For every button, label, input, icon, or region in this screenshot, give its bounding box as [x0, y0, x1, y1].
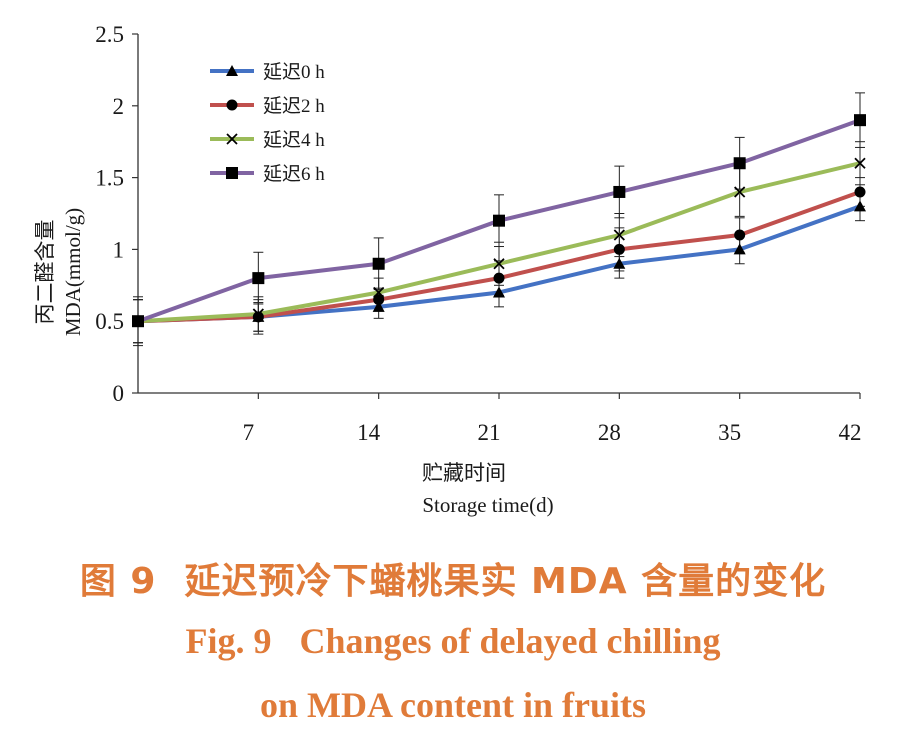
legend-marker-square: [226, 167, 238, 179]
y-axis-label-zh: 丙二醛含量: [33, 220, 57, 325]
caption-zh: 图 9 延迟预冷下蟠桃果实 MDA 含量的变化: [0, 552, 906, 604]
caption-en-label: Fig. 9: [185, 621, 272, 661]
data-point-triangle: [733, 243, 746, 255]
x-marker-stroke: [226, 133, 238, 145]
data-point-triangle: [854, 200, 866, 212]
caption-en-line2: on MDA content in fruits: [0, 684, 906, 726]
y-axis-label-en-group: MDA(mmol/g): [61, 208, 85, 336]
data-point-circle: [493, 272, 505, 284]
caption-en-line1-text: Changes of delayed chilling: [299, 621, 721, 661]
legend-label: 延迟0 h: [263, 61, 325, 83]
data-point-x: [734, 186, 746, 198]
x-tick-label: 28: [598, 420, 621, 445]
data-point-square: [252, 272, 265, 285]
x-marker-stroke: [613, 229, 625, 241]
y-tick-label: 0.5: [95, 309, 124, 334]
y-tick-label: 1.5: [95, 166, 124, 191]
legend-label: 延迟4 h: [263, 129, 325, 151]
legend-label: 延迟2 h: [263, 95, 325, 117]
x-marker-stroke: [493, 258, 505, 270]
data-point-triangle: [493, 286, 505, 298]
legend-marker-x: [226, 133, 238, 145]
x-tick-label: 21: [478, 420, 501, 445]
x-axis-unit: (d): [529, 493, 554, 517]
data-point-x: [493, 258, 505, 270]
data-point-square: [613, 185, 626, 198]
legend-label: 延迟6 h: [263, 163, 325, 185]
data-point-square: [733, 157, 746, 170]
legend-marker-triangle: [226, 65, 238, 76]
data-point-square: [132, 315, 144, 328]
x-tick-label: 35: [718, 420, 741, 445]
data-point-x: [252, 308, 264, 320]
data-point-triangle: [372, 300, 385, 312]
data-point-x: [613, 229, 625, 241]
caption-en-line1: Fig. 9 Changes of delayed chilling: [0, 620, 906, 662]
chart-series-markers: [132, 114, 866, 328]
caption-zh-text: 延迟预冷下蟠桃果实 MDA 含量的变化: [184, 561, 827, 602]
data-point-square: [854, 114, 866, 127]
y-axis-label-en: MDA(mmol/g): [61, 208, 85, 336]
y-tick-label: 2.5: [95, 22, 124, 47]
caption-zh-label: 图 9: [79, 561, 157, 602]
x-marker-stroke: [854, 157, 866, 169]
x-marker-stroke: [734, 186, 746, 198]
y-tick-label: 1: [113, 237, 125, 262]
chart-axes: 0 0.5 1 1.5 2 2.5 7 14 21 28 35 42: [95, 22, 861, 445]
data-point-square: [493, 214, 505, 227]
data-point-x: [854, 157, 866, 169]
data-point-circle: [734, 229, 746, 241]
y-axis-label-zh-group: 丙二醛含量: [33, 220, 57, 325]
data-point-circle: [613, 243, 625, 255]
x-tick-label: 7: [243, 420, 255, 445]
x-marker-stroke: [373, 286, 385, 299]
x-axis-label-en-text: Storage time: [422, 493, 529, 517]
y-tick-label: 0: [113, 381, 125, 406]
data-point-square: [372, 257, 385, 270]
x-axis-label-en: Storage time(d): [422, 493, 553, 517]
chart-legend: 延迟0 h 延迟2 h 延迟4 h 延迟6 h: [210, 61, 325, 185]
data-point-circle: [252, 311, 264, 323]
data-point-x: [373, 286, 385, 299]
data-point-triangle: [613, 257, 626, 269]
data-point-circle: [373, 294, 385, 306]
x-tick-label: 42: [839, 420, 862, 445]
x-axis-label-zh: 贮藏时间: [422, 461, 506, 485]
caption-en-line2-text: on MDA content in fruits: [260, 685, 646, 725]
x-marker-stroke: [252, 308, 264, 320]
data-point-circle: [854, 186, 866, 198]
x-tick-label: 14: [357, 420, 381, 445]
y-tick-label: 2: [113, 94, 125, 119]
legend-marker-circle: [226, 99, 238, 111]
